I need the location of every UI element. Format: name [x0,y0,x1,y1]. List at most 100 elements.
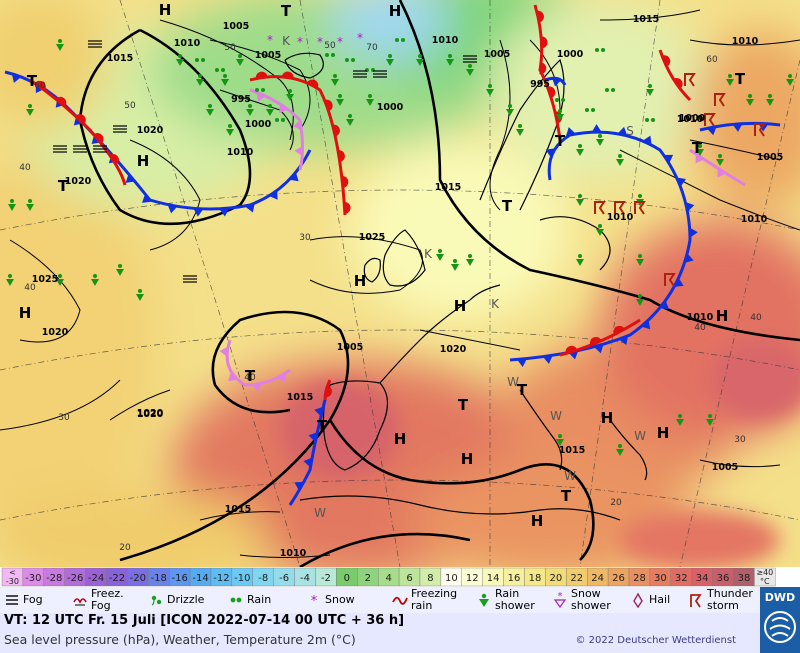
scale-bin-label: -4 [300,573,310,584]
hail-icon [630,592,646,609]
scale-bin-label: °C [760,577,770,586]
fog-icon [353,70,367,78]
scale-bin-label: < [9,568,16,577]
rain-shower-icon [446,54,454,66]
rain-icon [325,53,335,57]
rain-icon [215,68,225,72]
rain-shower-icon [436,249,444,261]
scale-bin-label: 16 [508,573,521,584]
cold-front-symbol [593,344,604,354]
iberia-coast [322,380,389,471]
rain-shower-icon [706,414,714,426]
rain-shower-icon [331,74,339,86]
warm-front-symbol [75,114,86,125]
cold-front-symbol [663,154,674,164]
legend-item: Drizzle [148,587,204,613]
warm-front-symbol [307,79,319,89]
occlusion-symbol [717,168,727,178]
scale-bin-label: 34 [696,573,709,584]
rain-shower-icon [176,54,184,66]
warm-front-symbol [539,62,547,75]
low-pressure-label: T [245,367,256,385]
rain-shower-icon [576,254,584,266]
cold-front-symbol [245,203,255,213]
isobar-1015-sw [199,511,281,521]
scale-bin-label: 26 [612,573,625,584]
rain-shower-icon [451,259,459,271]
snow-icon: * [317,35,323,49]
snow-icon: * [337,35,343,49]
isobar-label: 1005 [337,342,363,353]
dwd-emblem-icon [764,611,796,643]
cold-front-symbol [676,177,686,187]
rain-shower-icon [136,289,144,301]
isobar-label: 1020 [440,344,467,355]
airmass-label: K [491,297,500,311]
legend-item: Freez. Fog [72,587,124,613]
legend-item: * Snow shower [552,587,611,613]
weather-symbols: * * * * * [6,31,794,456]
copyright: © 2022 Deutscher Wetterdienst [575,635,736,646]
rain-shower-icon [346,114,354,126]
warm-front-symbol [613,325,625,335]
isobar-label: 1005 [712,462,738,473]
snow-icon: * [267,33,273,47]
svg-text:*: * [311,594,318,608]
low-pressure-label: T [561,487,572,505]
fog-icon [88,40,102,48]
rain-shower-icon [556,109,564,121]
cold-front-symbol [659,300,669,310]
scale-bin-label: 6 [406,573,412,584]
legend-item: * Snow [306,587,355,613]
warm-front-symbol [341,175,349,188]
warm-front-symbol [547,86,556,99]
rain-icon [605,88,615,92]
isobar-label: 1000 [377,102,404,113]
scale-bin-label: 38 [738,573,751,584]
fronts [4,4,781,506]
high-pressure-label: H [389,2,402,20]
cold-front-symbol [314,406,324,417]
isobar-1010-sw [239,554,331,558]
rain-shower-icon [221,74,229,86]
isobar-label: 1020 [137,408,164,419]
occlusion [249,88,304,171]
low-pressure-label: T [458,396,469,414]
rain-shower-icon [616,154,624,166]
low-pressure-label: T [692,139,703,157]
rain-icon [255,88,265,92]
temperature-label: 30 [299,233,311,243]
isobar-label: 1000 [245,119,272,130]
thunderstorm-icon [684,73,696,87]
cold-front-symbol [193,208,204,217]
warm-front-symbol [673,77,683,89]
airmass-label: W [564,469,576,483]
rain-icon [595,48,605,52]
isobar-label: 1005 [757,152,783,163]
rain-shower-icon [616,444,624,456]
isobar-1015-ne [599,9,701,21]
rain-shower-icon [56,39,64,51]
isobar-1020-atl [0,379,121,431]
rain-shower-icon [486,84,494,96]
cold-front-symbol [732,123,743,132]
isobar-label: 1015 [435,182,461,193]
thunderstorm-icon [714,93,726,107]
info-bar: VT: 12 UTC Fr. 15 Juli [ICON 2022-07-14 … [0,613,760,653]
temperature-label: 40 [750,313,762,323]
airmass-label: W [314,506,326,520]
scale-bin-label: -20 [130,573,146,584]
scale-bin-label: 24 [591,573,604,584]
warm-front-symbol [34,80,46,91]
weather-legend: Fog Freez. Fog Drizzle Rain * Snow Freezing ra… [0,587,760,613]
high-pressure-label: H [454,297,467,315]
rain-shower-icon [696,144,704,156]
legend-label: Hail [649,593,671,606]
legend-label: Thunder storm [707,587,753,612]
rain-shower-icon [516,124,524,136]
legend-label: Fog [23,593,43,606]
airmass-label: S [626,124,634,138]
occlusion-symbol [294,146,303,157]
